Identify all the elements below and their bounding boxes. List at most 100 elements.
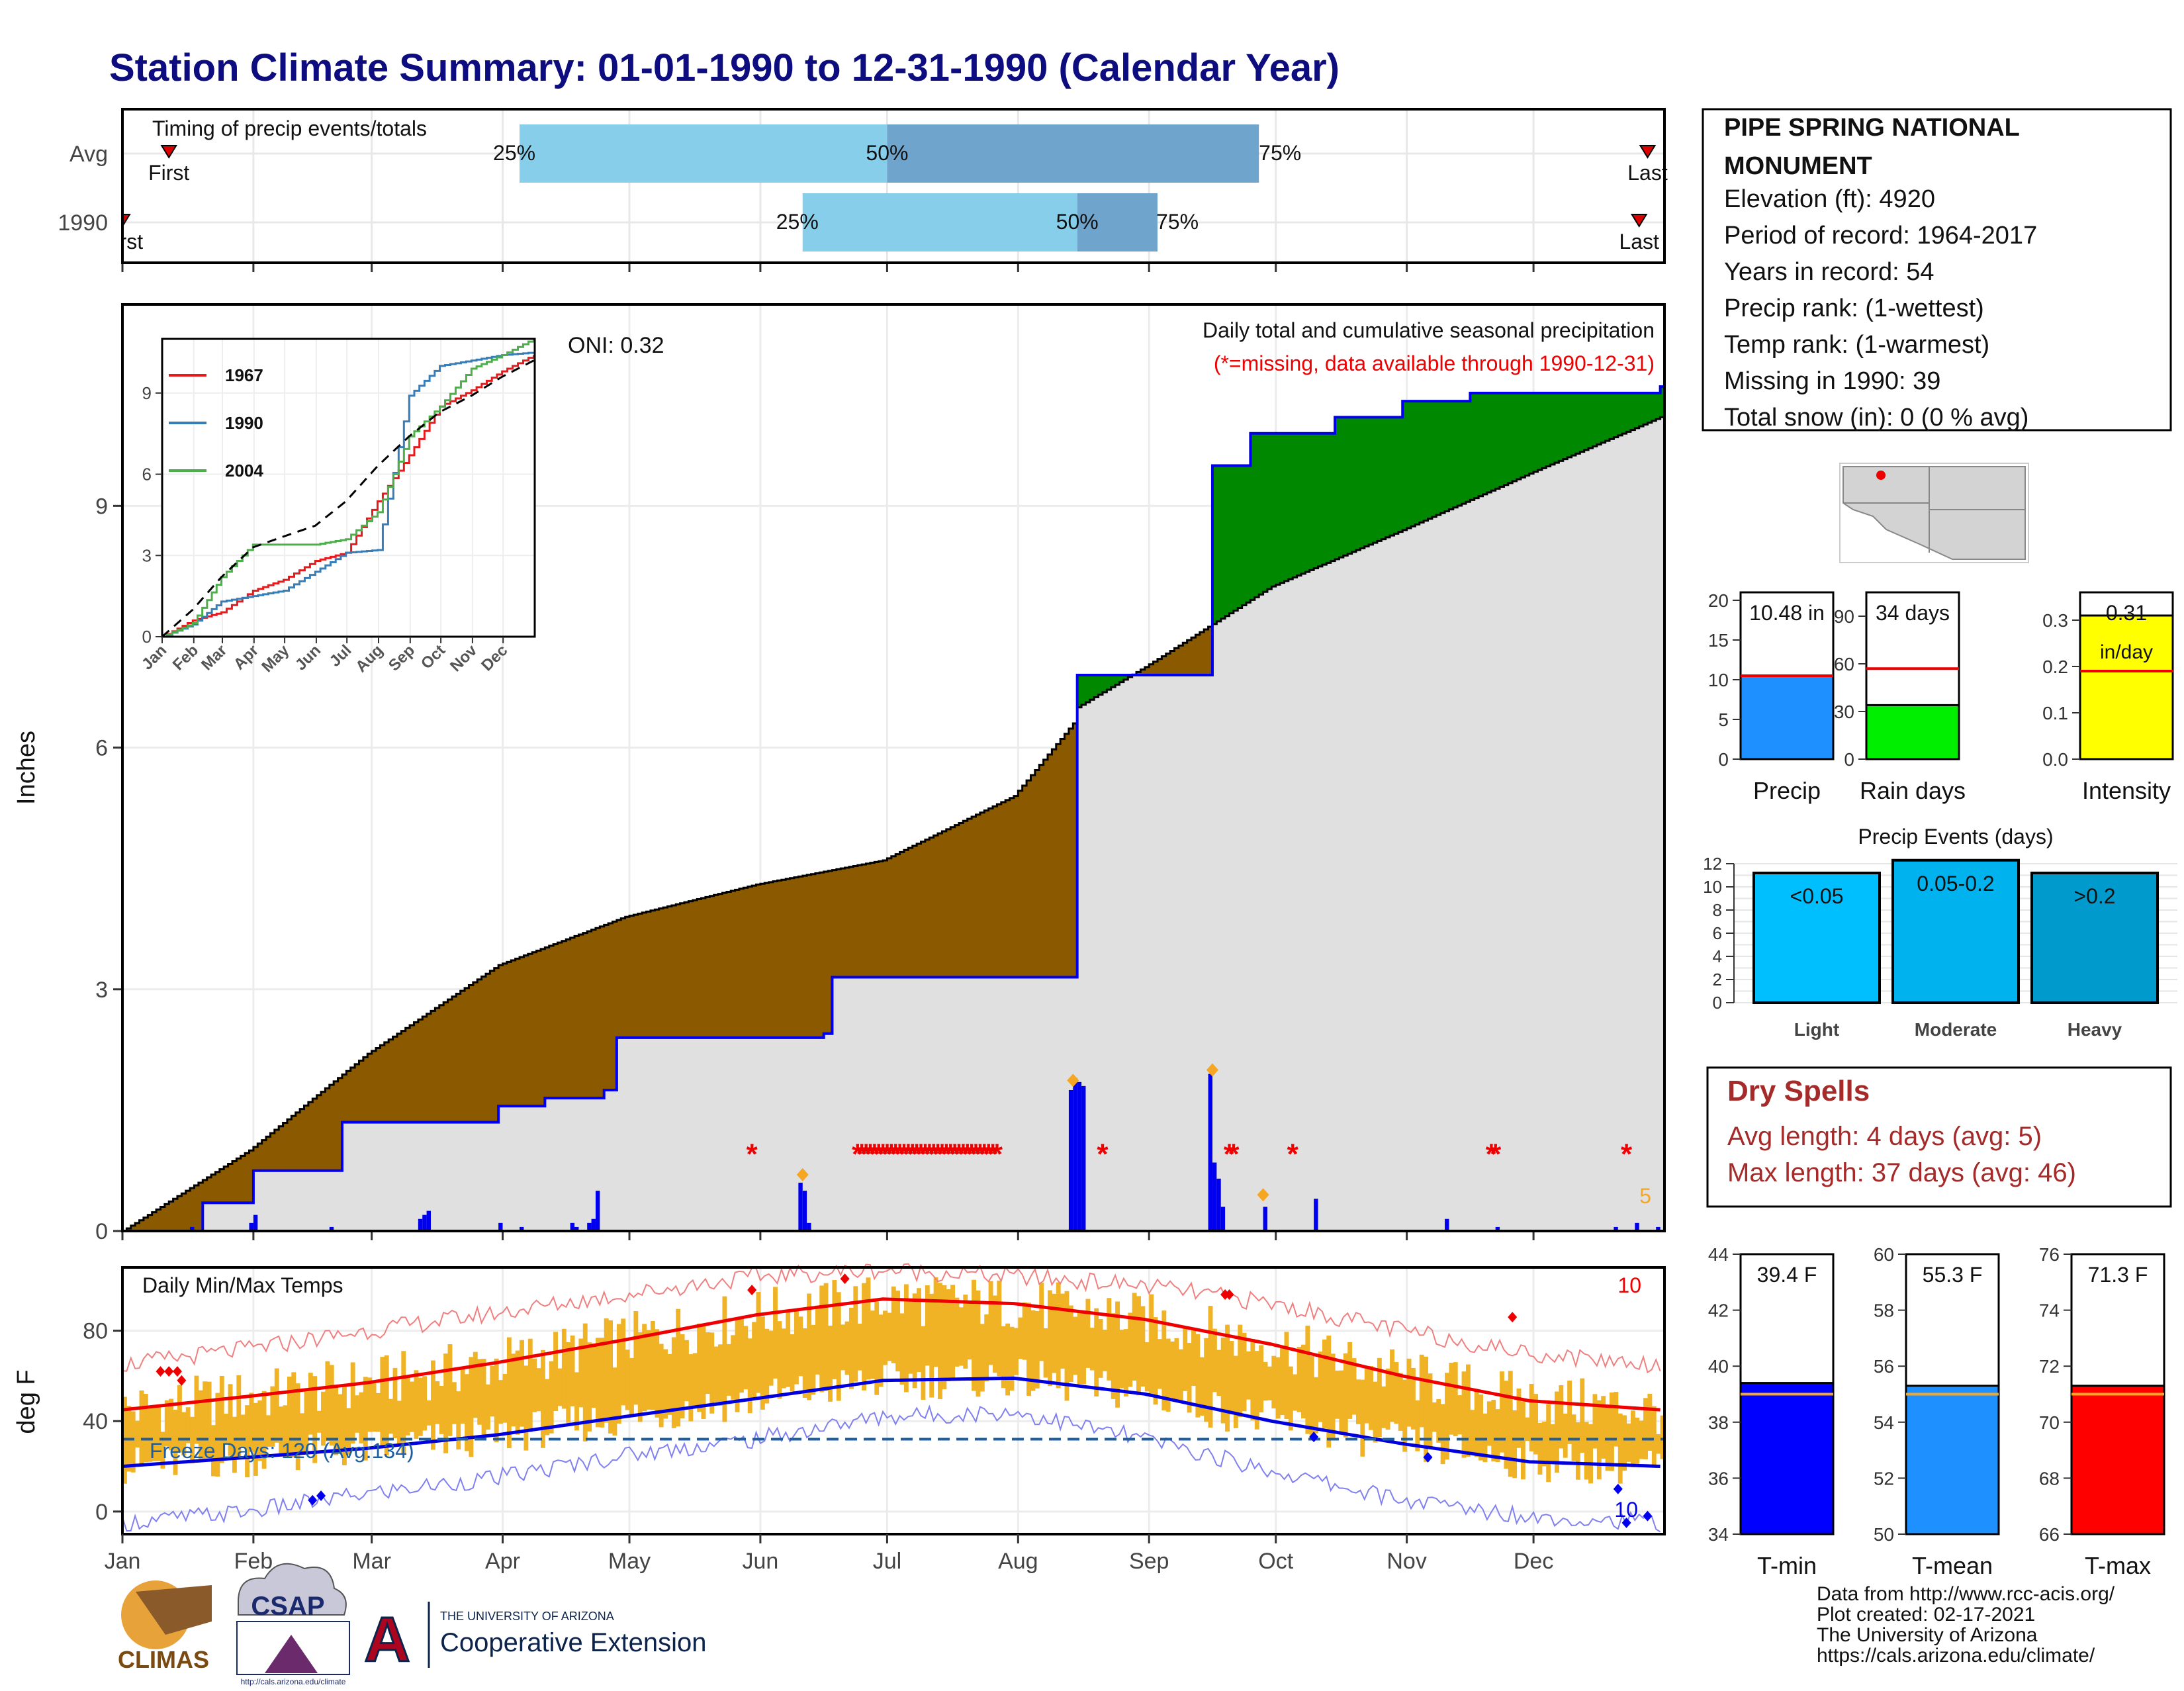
daily-temp-bar	[469, 1357, 474, 1457]
daily-temp-bar	[549, 1361, 554, 1434]
surplus-area	[1588, 392, 1594, 449]
missing-day-marker: *	[886, 1138, 897, 1170]
surplus-area	[1094, 675, 1099, 698]
surplus-area	[1398, 417, 1403, 532]
surplus-area	[1533, 392, 1539, 472]
deficit-area	[1208, 626, 1213, 675]
deficit-area	[198, 1182, 203, 1231]
daily-temp-bar	[473, 1351, 478, 1418]
surplus-area	[1415, 401, 1420, 525]
daily-temp-bar	[1208, 1306, 1213, 1428]
daily-temp-bar	[1445, 1373, 1449, 1460]
surplus-area	[1263, 433, 1268, 592]
daily-temp-bar	[1178, 1349, 1183, 1404]
deficit-area	[355, 1064, 360, 1122]
daily-temp-bar	[942, 1285, 947, 1390]
daily-temp-bar	[224, 1414, 229, 1444]
surplus-area	[1246, 465, 1251, 603]
daily-temp-bar	[773, 1287, 778, 1379]
deficit-area	[206, 1177, 212, 1203]
surplus-area	[1563, 392, 1568, 459]
daily-temp-bar	[1048, 1290, 1052, 1387]
daily-temp-bar	[600, 1338, 605, 1428]
surplus-area	[1571, 392, 1576, 456]
daily-temp-bar	[1398, 1373, 1403, 1431]
deficit-area	[629, 915, 635, 1038]
daily-temp-bar	[257, 1400, 263, 1461]
daily-temp-bar	[705, 1332, 710, 1394]
mini-ytick-label: 10	[1708, 670, 1729, 690]
daily-temp-bar	[697, 1323, 702, 1412]
deficit-area	[1018, 790, 1023, 978]
missing-day-marker: *	[869, 1138, 881, 1170]
daily-temp-bar	[1457, 1395, 1463, 1435]
daily-temp-bar	[1537, 1422, 1543, 1475]
deficit-area	[1064, 733, 1069, 978]
deficit-area	[1013, 796, 1019, 978]
surplus-area	[1394, 417, 1399, 534]
daily-precip-bar	[329, 1226, 334, 1231]
deficit-area	[1199, 632, 1205, 675]
deficit-area	[701, 897, 706, 1038]
record-high-marker	[156, 1366, 165, 1377]
deficit-area	[236, 1158, 242, 1203]
deficit-area	[1183, 643, 1188, 675]
event-bar-label: 0.05-0.2	[1917, 872, 1994, 895]
daily-temp-bar	[1238, 1324, 1243, 1418]
surplus-area	[1220, 465, 1226, 619]
deficit-area	[143, 1217, 148, 1231]
daily-temp-bar	[545, 1379, 550, 1436]
daily-temp-bar	[1267, 1366, 1272, 1400]
daily-temp-bar	[177, 1385, 182, 1453]
deficit-area	[1009, 798, 1015, 978]
surplus-area	[1559, 392, 1564, 461]
daily-temp-bar	[692, 1353, 698, 1407]
deficit-area	[1174, 648, 1179, 675]
mini-xlabel: Precip	[1753, 777, 1821, 804]
daily-precip-bar	[591, 1218, 596, 1231]
event-bar-label: <0.05	[1790, 884, 1844, 908]
deficit-area	[874, 862, 880, 978]
deficit-area	[1039, 764, 1044, 978]
daily-temp-bar	[1550, 1424, 1555, 1465]
deficit-area	[853, 866, 858, 978]
daily-temp-bar	[1394, 1362, 1399, 1424]
daily-temp-bar	[781, 1328, 786, 1389]
deficit-area	[591, 929, 596, 1099]
deficit-area	[1026, 780, 1032, 978]
daily-temp-bar	[853, 1286, 858, 1382]
daily-temp-bar	[1094, 1308, 1099, 1396]
deficit-area	[604, 925, 609, 1090]
mini-ytick-label: 66	[2039, 1524, 2060, 1545]
dry-spells-title: Dry Spells	[1727, 1075, 1870, 1107]
daily-temp-bar	[460, 1366, 465, 1424]
surplus-area	[1275, 433, 1281, 585]
deficit-area	[532, 952, 537, 1107]
daily-temp-bar	[1563, 1413, 1568, 1458]
deficit-area	[768, 882, 774, 1038]
daily-temp-bar	[1098, 1318, 1103, 1378]
missing-day-marker: *	[1621, 1138, 1633, 1170]
daily-temp-bar	[743, 1326, 749, 1390]
deficit-area	[173, 1199, 178, 1231]
station-info-line: Elevation (ft): 4920	[1724, 185, 1935, 213]
daily-temp-bar	[1284, 1332, 1289, 1419]
csap-url: http://cals.arizona.edu/climate	[241, 1677, 346, 1686]
daily-temp-bar	[1373, 1381, 1378, 1443]
deficit-area	[148, 1214, 153, 1231]
deficit-area	[895, 854, 901, 978]
csap-logo-text: CSAP	[251, 1592, 324, 1621]
daily-temp-bar	[1610, 1392, 1614, 1471]
deficit-area	[1034, 770, 1040, 978]
deficit-area	[422, 1017, 428, 1122]
daily-temp-bar	[790, 1334, 795, 1392]
daily-temp-bar	[1533, 1394, 1538, 1455]
missing-day-marker: *	[856, 1138, 868, 1170]
daily-temp-bar	[295, 1383, 300, 1471]
daily-temp-bar	[371, 1381, 377, 1432]
deficit-area	[1140, 669, 1146, 675]
surplus-area	[1541, 392, 1547, 469]
daily-temp-bar	[760, 1316, 765, 1410]
daily-temp-bar	[1174, 1338, 1179, 1402]
surplus-area	[1495, 392, 1500, 489]
